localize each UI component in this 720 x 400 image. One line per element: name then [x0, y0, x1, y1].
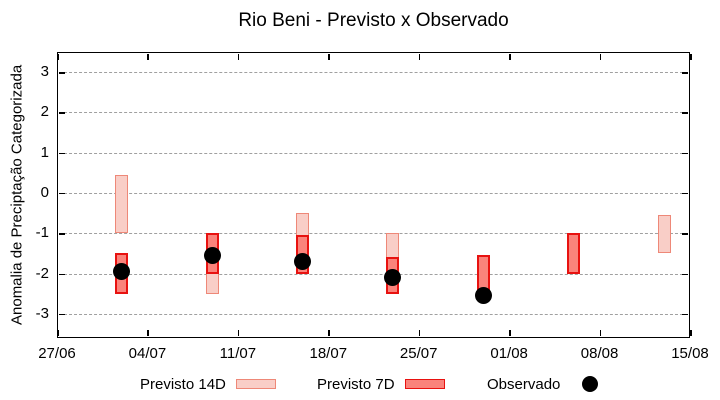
legend-item-observado: Observado — [487, 374, 599, 394]
y-tick-label: 1 — [40, 143, 49, 161]
bar-previsto-14d — [115, 174, 129, 234]
bar-previsto-14d — [657, 215, 671, 254]
y-tick-label: 3 — [40, 63, 49, 81]
gridline — [59, 192, 688, 194]
y-tick-mark — [59, 313, 65, 316]
chart-title: Rio Beni - Previsto x Observado — [238, 10, 509, 31]
x-tick-mark — [147, 54, 149, 60]
y-tick-mark — [59, 273, 65, 276]
gridline — [59, 72, 688, 74]
x-tick-mark — [690, 54, 692, 60]
y-tick-mark — [682, 72, 688, 74]
gridline — [59, 152, 688, 154]
y-tick-mark — [59, 72, 65, 74]
observed-dot — [113, 263, 131, 281]
x-tick-mark — [57, 330, 59, 336]
y-tick-mark — [59, 152, 65, 155]
y-tick-label: 2 — [40, 103, 49, 121]
y-tick-mark — [682, 152, 688, 155]
x-tick-mark — [328, 54, 330, 60]
legend-swatch-previsto-14d — [235, 379, 276, 389]
x-tick-label: 18/07 — [309, 345, 348, 362]
y-tick-mark — [59, 192, 65, 195]
y-tick-label: -1 — [35, 224, 49, 242]
x-tick-mark — [328, 330, 330, 336]
observed-dot — [384, 269, 402, 287]
y-tick-mark — [682, 233, 688, 235]
x-tick-label: 01/08 — [490, 345, 528, 362]
y-tick-label: -2 — [35, 264, 49, 282]
x-tick-mark — [418, 330, 421, 336]
observed-dot — [203, 246, 221, 264]
gridline — [59, 233, 688, 235]
x-tick-mark — [57, 54, 59, 60]
y-tick-label: 0 — [40, 183, 49, 201]
x-tick-mark — [690, 330, 692, 336]
legend-label-observado: Observado — [487, 375, 561, 393]
legend-item-previsto-7d: Previsto 7D — [317, 374, 445, 394]
gridline — [59, 273, 688, 275]
y-tick-mark — [682, 313, 688, 316]
x-tick-label: 27/06 — [38, 345, 76, 362]
gridline — [59, 313, 688, 315]
x-tick-mark — [418, 54, 421, 60]
observed-dot — [293, 252, 311, 270]
y-tick-mark — [682, 192, 688, 195]
bar-previsto-7d — [567, 233, 581, 274]
legend-dot-observado — [582, 376, 599, 392]
y-tick-label: -3 — [35, 304, 49, 322]
x-tick-label: 04/07 — [128, 345, 167, 362]
gridline — [59, 112, 688, 114]
x-tick-mark — [237, 54, 240, 60]
x-tick-label: 11/07 — [219, 345, 257, 362]
x-tick-mark — [509, 330, 511, 336]
x-tick-mark — [147, 330, 149, 336]
y-tick-mark — [59, 112, 65, 114]
x-tick-label: 25/07 — [399, 345, 438, 362]
x-tick-mark — [237, 330, 240, 336]
x-tick-label: 15/08 — [671, 345, 709, 362]
legend-label-previsto-14d: Previsto 14D — [140, 375, 226, 393]
y-tick-mark — [59, 233, 65, 235]
x-tick-mark — [599, 54, 602, 60]
y-tick-mark — [682, 273, 688, 276]
legend-label-previsto-7d: Previsto 7D — [317, 375, 395, 393]
x-tick-mark — [509, 54, 511, 60]
x-tick-mark — [599, 330, 602, 336]
legend-swatch-previsto-7d — [404, 379, 445, 389]
legend-item-previsto-14d: Previsto 14D — [140, 374, 276, 394]
observed-dot — [474, 287, 492, 305]
plot-area — [57, 52, 690, 338]
x-tick-label: 08/08 — [580, 345, 619, 362]
y-tick-mark — [682, 112, 688, 114]
